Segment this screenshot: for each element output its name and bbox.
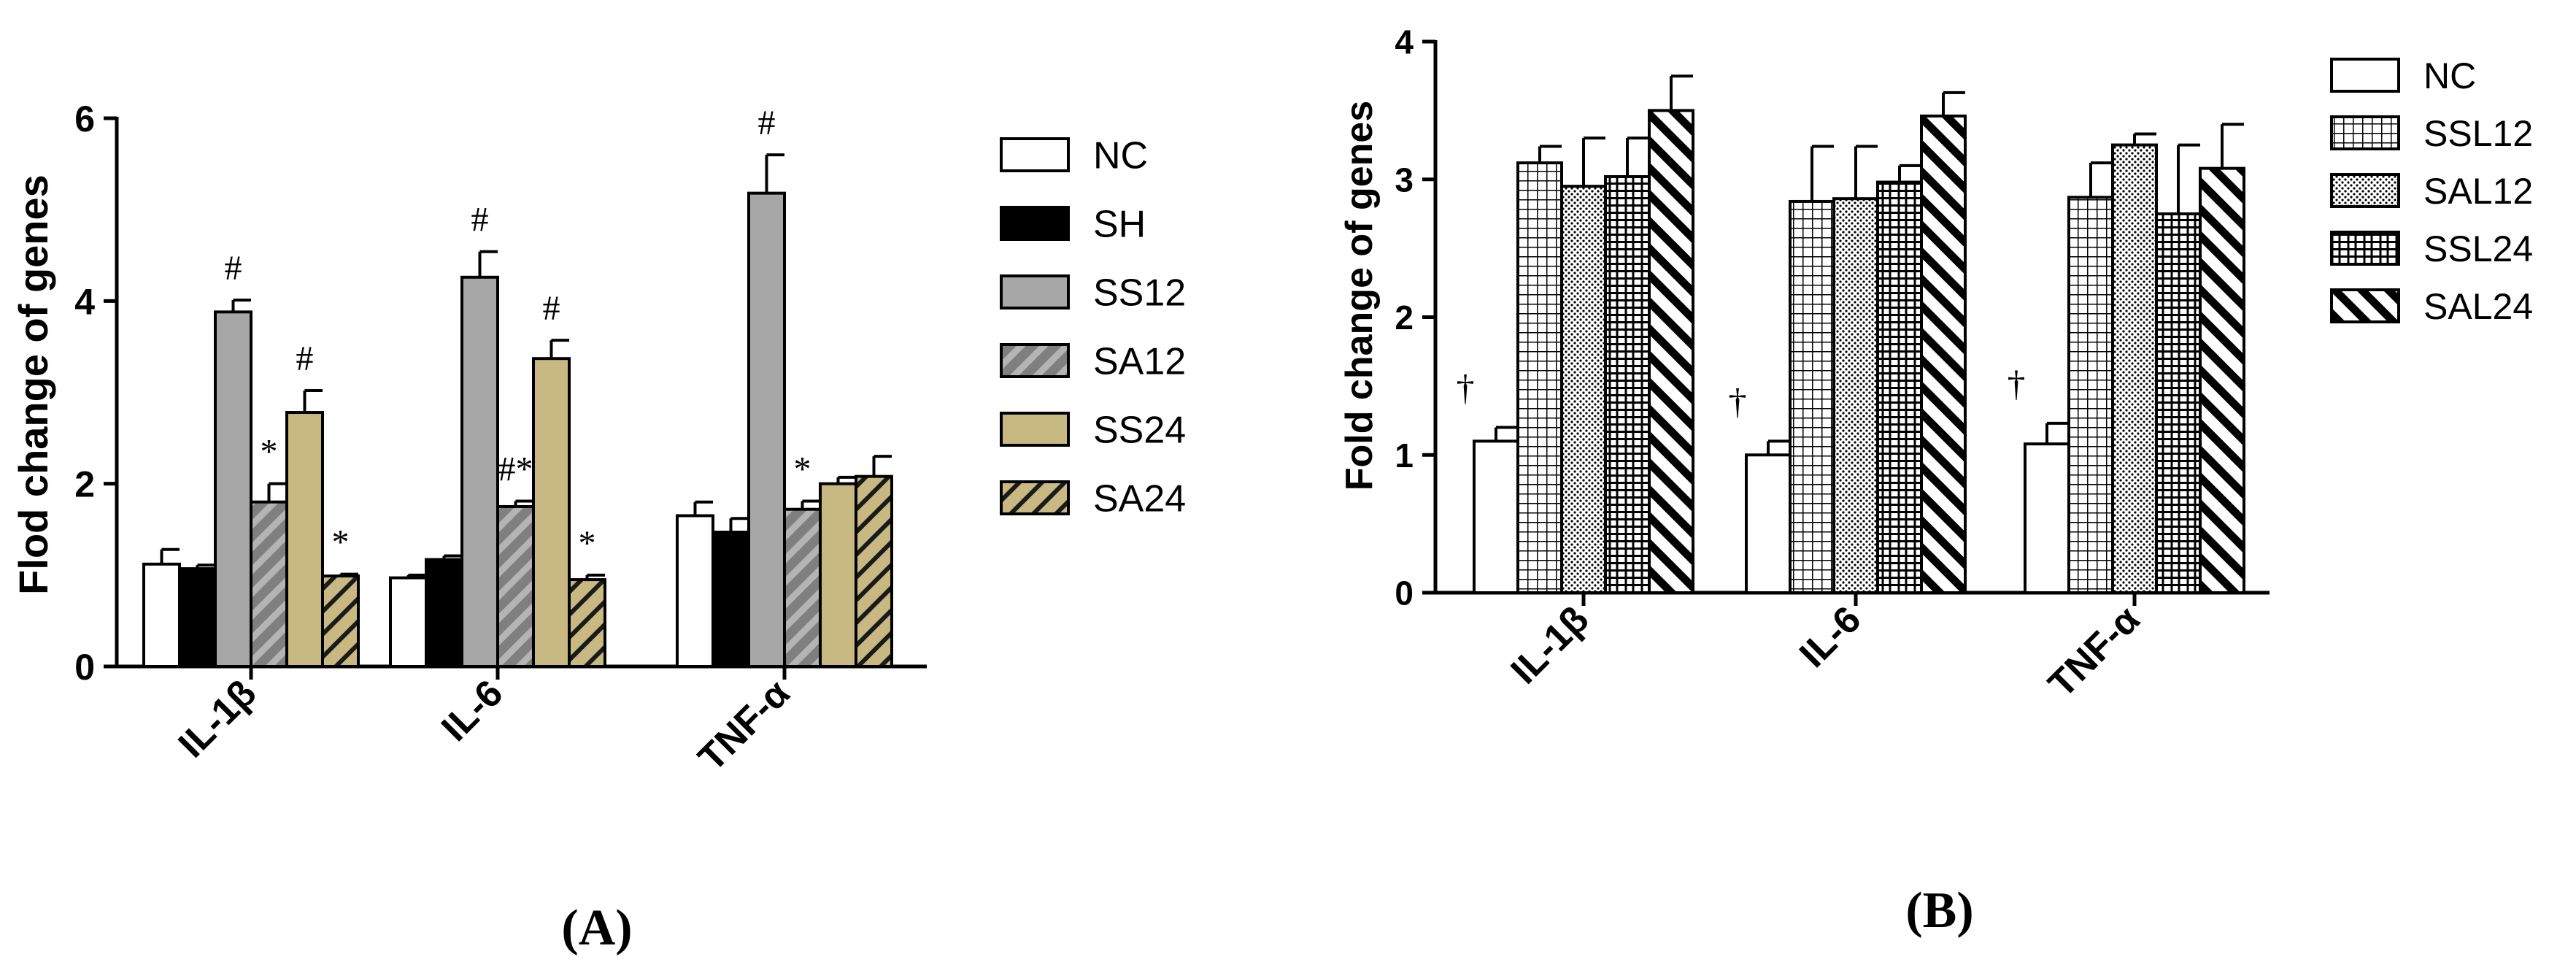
panel-a-bar-ss12 (747, 191, 786, 668)
panel-a-bar-ss24 (285, 411, 324, 669)
panel-a-bar-nc (142, 562, 181, 669)
panel-b-y-tick-label: 4 (1395, 23, 1414, 61)
panel-a-bar-sa12 (250, 500, 288, 669)
panel-b-y-tick-label: 0 (1395, 574, 1414, 612)
panel-a-legend-swatch-sa24 (1000, 480, 1070, 515)
panel-b-bar-sal12 (1560, 185, 1607, 594)
panel-a-significance-mark: * (261, 433, 278, 472)
panel-b-bar-sal12 (2111, 143, 2158, 594)
panel-a-significance-mark: # (225, 249, 242, 288)
panel-b-legend-swatch-ssl24 (2330, 231, 2400, 266)
panel-b-bars: † † † (1457, 74, 2245, 595)
panel-a-legend-swatch-sa12 (1000, 343, 1070, 378)
panel-a-bars: #*#*##*#*#* (142, 104, 893, 669)
panel-b-legend: NC SSL12 SAL12 SSL24 SAL24 (2330, 55, 2533, 327)
panel-b-bar-nc (2024, 442, 2070, 595)
panel-a-axes: 0 2 4 6 IL-1β IL-6 TNF-α (74, 99, 927, 780)
panel-a-bar-ss24 (532, 357, 571, 668)
panel-a-y-tick-label: 6 (74, 99, 95, 139)
panel-b-legend-swatch-ssl12 (2330, 115, 2400, 150)
panel-a-bar-sa24 (321, 574, 360, 669)
panel-a-significance-mark: * (794, 450, 811, 488)
panel-b-significance-mark: † (2008, 363, 2026, 404)
panel-b-label: (B) (1905, 883, 1973, 939)
panel-a-legend-label-sa24: SA24 (1093, 478, 1186, 520)
panel-b-x-category-label: IL-6 (1792, 598, 1869, 675)
panel-a-y-tick-label: 4 (74, 281, 95, 322)
panel-b-x-category-label: IL-1β (1503, 598, 1597, 692)
panel-a-significance-mark: #* (498, 450, 533, 488)
panel-b-chart: Fold change of genes 0 1 2 3 4 IL-1β IL-6 TNF-α… (1338, 23, 2533, 939)
panel-a-significance-mark: * (579, 524, 596, 563)
panel-b-bar-nc (1473, 439, 1519, 594)
panel-a-legend-label-nc: NC (1093, 135, 1148, 177)
panel-b-legend-label-ssl24: SSL24 (2423, 228, 2533, 269)
panel-a-x-category-label: TNF-α (690, 672, 798, 779)
panel-b-y-tick-label: 2 (1395, 299, 1414, 337)
panel-b-legend-label-nc: NC (2423, 55, 2476, 96)
panel-a-legend-label-sa12: SA12 (1093, 341, 1186, 383)
panel-a-bar-sh (712, 531, 750, 668)
panel-a-significance-mark: # (758, 104, 776, 142)
panel-a-bar-sa12 (496, 504, 535, 668)
panel-a-significance-mark: # (471, 201, 489, 239)
panel-b-legend-swatch-sal24 (2330, 288, 2400, 323)
panel-b-bar-ssl12 (1789, 199, 1835, 594)
panel-b-legend-label-sal24: SAL24 (2423, 286, 2533, 327)
panel-b-bar-ssl24 (1604, 174, 1651, 595)
panel-b-legend-label-ssl12: SSL12 (2423, 113, 2533, 154)
panel-a-bar-ss12 (214, 310, 252, 668)
panel-a-bar-sa24 (568, 578, 606, 669)
panel-b-significance-mark: † (1457, 367, 1475, 408)
panel-b-bar-nc (1745, 453, 1792, 594)
panel-a-x-category-label: IL-6 (433, 672, 511, 749)
panel-a-legend-label-sh: SH (1093, 204, 1146, 246)
panel-b-bar-sal24 (1920, 114, 1967, 595)
panel-b-bar-ssl12 (2067, 196, 2114, 595)
panel-a-y-tick-label: 2 (74, 464, 95, 505)
panel-a-legend-swatch-ss12 (1000, 274, 1070, 310)
panel-a-legend-swatch-ss24 (1000, 412, 1070, 447)
panel-b-significance-mark: † (1729, 380, 1747, 421)
panel-b-bar-sal24 (1648, 109, 1694, 594)
panel-a-significance-mark: * (332, 523, 350, 562)
panel-a-legend-label-ss12: SS12 (1093, 272, 1186, 315)
panel-a-bar-sa24 (855, 474, 893, 668)
panel-b-bar-ssl12 (1516, 161, 1563, 595)
panel-a-y-tick-label: 0 (74, 647, 95, 688)
panel-b-bar-ssl24 (2155, 212, 2202, 594)
panel-b-x-category-label: TNF-α (2040, 598, 2148, 705)
panel-a-y-axis-title: Flod change of genes (10, 174, 56, 595)
panel-a-bar-nc (389, 576, 428, 668)
panel-a-bar-ss12 (460, 275, 499, 669)
panel-b-legend-swatch-sal12 (2330, 173, 2400, 208)
panel-b-legend-label-sal12: SAL12 (2423, 171, 2533, 212)
panel-a-label: (A) (561, 900, 632, 956)
panel-a-bar-sh (425, 558, 463, 668)
panel-a-bar-nc (676, 514, 714, 668)
panel-a-legend: NC SH SS12 SA12 SS24 SA24 (1000, 135, 1186, 520)
panel-b-y-tick-label: 3 (1395, 161, 1414, 199)
panel-b-bar-ssl24 (1876, 180, 1923, 594)
panel-a-bar-sh (178, 567, 217, 668)
panel-a-legend-swatch-nc (1000, 137, 1070, 172)
panel-a-significance-mark: # (296, 339, 314, 378)
panel-b-bar-sal12 (1832, 197, 1879, 594)
panel-a-x-category-label: IL-1β (171, 672, 265, 766)
panel-a-bar-sa12 (783, 507, 822, 668)
panel-b-y-tick-label: 1 (1395, 437, 1414, 474)
panel-b-legend-swatch-nc (2330, 58, 2400, 93)
panel-a-significance-mark: # (543, 289, 560, 328)
panel-a-legend-swatch-sh (1000, 206, 1070, 241)
panel-a-legend-label-ss24: SS24 (1093, 410, 1186, 452)
panel-b-bar-sal24 (2199, 166, 2245, 594)
panel-b-y-axis-title: Fold change of genes (1338, 101, 1381, 491)
panel-a-bar-ss24 (819, 482, 857, 669)
